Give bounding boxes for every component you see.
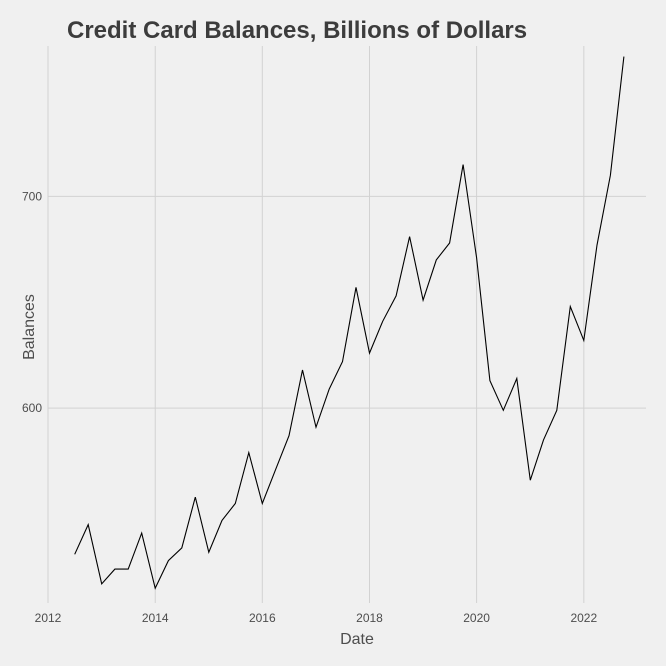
x-axis-title: Date: [340, 631, 374, 648]
chart-title: Credit Card Balances, Billions of Dollar…: [67, 17, 527, 44]
y-tick-label: 600: [22, 401, 42, 415]
x-axis-ticks: 2012 2014 2016 2018 2020 2022: [35, 611, 598, 625]
y-axis-ticks: 600 700: [22, 189, 42, 415]
x-tick-label: 2016: [249, 611, 276, 625]
gridlines: [47, 46, 646, 603]
x-tick-label: 2012: [35, 611, 62, 625]
x-tick-label: 2018: [356, 611, 383, 625]
series-layer: [74, 56, 625, 590]
series-line: [74, 56, 625, 590]
y-axis-title: Balances: [21, 294, 38, 360]
x-tick-label: 2020: [463, 611, 490, 625]
y-tick-label: 700: [22, 189, 42, 203]
x-tick-label: 2014: [142, 611, 169, 625]
x-tick-label: 2022: [570, 611, 597, 625]
